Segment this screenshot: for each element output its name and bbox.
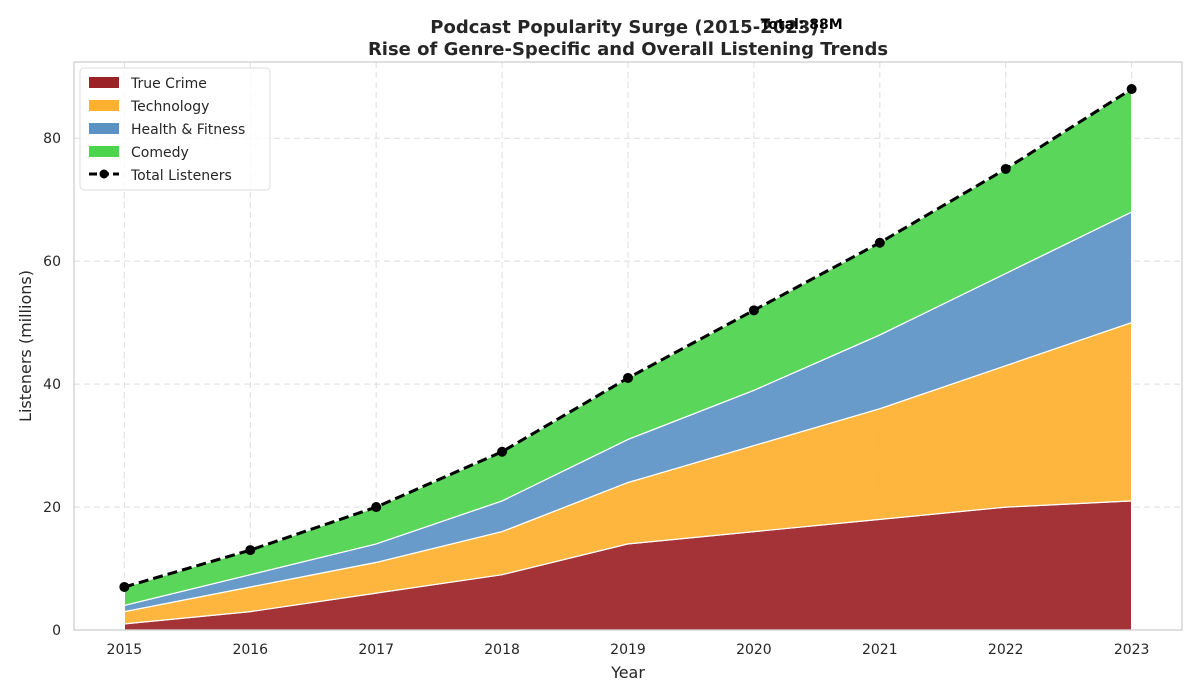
total-listeners-point [245, 545, 256, 556]
legend-box [79, 67, 271, 191]
plot-frame [73, 61, 1183, 631]
y-tick-label: 20 [43, 500, 61, 516]
y-tick-label: 40 [43, 377, 61, 393]
x-tick-label: 2017 [358, 642, 394, 658]
x-tick-label: 2023 [1114, 642, 1150, 658]
legend: True Crime Technology Health & Fitness C… [79, 67, 271, 191]
total-annotation: Total: 88M [761, 17, 843, 33]
x-tick-label: 2016 [232, 642, 268, 658]
x-tick-label: 2022 [988, 642, 1024, 658]
line-layer [119, 84, 1137, 592]
total-listeners-point [748, 305, 759, 316]
legend-label-true-crime: True Crime [130, 76, 207, 92]
legend-label-total-listeners: Total Listeners [130, 168, 232, 184]
x-tick-label: 2020 [736, 642, 772, 658]
chart-title-line2: Rise of Genre-Specific and Overall Liste… [368, 39, 888, 60]
legend-label-health-fitness: Health & Fitness [131, 122, 245, 138]
y-tick-label: 80 [43, 131, 61, 147]
legend-label-technology: Technology [130, 99, 209, 115]
tick-layer: 0 20 40 60 80 2015 2016 2017 2018 2019 2020 2021 202… [43, 131, 1149, 658]
total-listeners-point [497, 446, 508, 457]
x-tick-label: 2018 [484, 642, 520, 658]
total-listeners-point [1000, 163, 1011, 174]
legend-swatch-technology [89, 100, 119, 111]
legend-marker-total [99, 169, 109, 179]
total-listeners-point [874, 237, 885, 248]
legend-label-comedy: Comedy [131, 145, 189, 161]
total-listeners-point [119, 581, 130, 592]
y-axis-label: Listeners (millions) [16, 270, 35, 422]
x-tick-label: 2019 [610, 642, 646, 658]
x-tick-label: 2021 [862, 642, 898, 658]
chart-title-line1: Podcast Popularity Surge (2015-2023): [430, 17, 825, 38]
legend-swatch-health-fitness [89, 123, 119, 134]
y-tick-label: 0 [52, 623, 61, 639]
x-axis-label: Year [610, 663, 645, 682]
legend-swatch-true-crime [89, 77, 119, 88]
x-tick-label: 2015 [107, 642, 143, 658]
total-listeners-point [371, 502, 382, 513]
y-tick-label: 60 [43, 254, 61, 270]
area-layer [123, 87, 1133, 631]
total-listeners-point [623, 372, 633, 383]
total-listeners-point [1126, 84, 1137, 95]
legend-swatch-comedy [89, 146, 119, 157]
